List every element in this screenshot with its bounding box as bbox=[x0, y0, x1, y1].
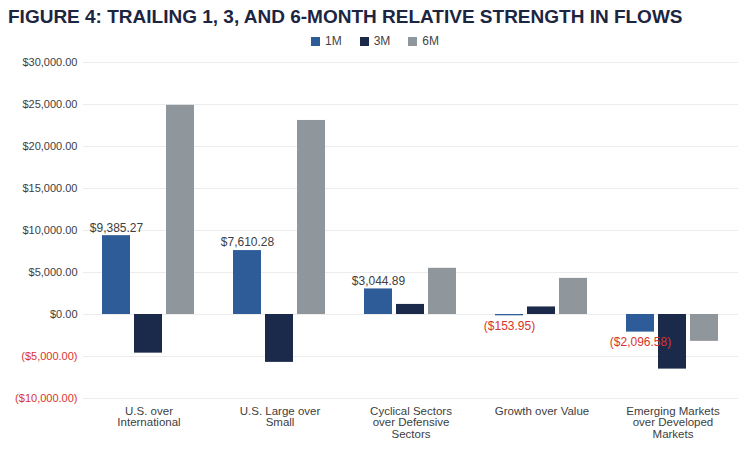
svg-text:$15,000.00: $15,000.00 bbox=[22, 182, 77, 194]
svg-text:$30,000.00: $30,000.00 bbox=[22, 56, 77, 68]
svg-text:($10,000.00): ($10,000.00) bbox=[15, 392, 77, 404]
svg-text:($2,096.58): ($2,096.58) bbox=[610, 335, 671, 349]
svg-text:Cyclical Sectorsover Defensive: Cyclical Sectorsover DefensiveSectors bbox=[370, 405, 452, 440]
html-text:1M: 1M bbox=[325, 34, 342, 48]
svg-text:U.S. Large overSmall: U.S. Large overSmall bbox=[240, 405, 321, 429]
svg-text:U.S. overInternational: U.S. overInternational bbox=[117, 405, 180, 429]
svg-text:Growth over Value: Growth over Value bbox=[495, 405, 589, 417]
svg-text:Emerging Marketsover Developed: Emerging Marketsover DevelopedMarkets bbox=[626, 405, 720, 440]
svg-text:$10,000.00: $10,000.00 bbox=[22, 224, 77, 236]
svg-text:$9,385.27: $9,385.27 bbox=[90, 221, 144, 235]
svg-text:$7,610.28: $7,610.28 bbox=[221, 235, 275, 249]
svg-text:($5,000.00): ($5,000.00) bbox=[21, 350, 77, 362]
svg-text:($153.95): ($153.95) bbox=[484, 319, 535, 333]
html-text:6M: 6M bbox=[422, 34, 439, 48]
html-text:3M: 3M bbox=[373, 34, 391, 48]
svg-text:$0.00: $0.00 bbox=[50, 308, 78, 320]
svg-text:$25,000.00: $25,000.00 bbox=[22, 98, 77, 110]
svg-text:$3,044.89: $3,044.89 bbox=[352, 274, 406, 288]
html-text:FIGURE 4: TRAILING 1, 3, AND 6: FIGURE 4: TRAILING 1, 3, AND 6-MONTH REL… bbox=[8, 6, 683, 27]
svg-text:$20,000.00: $20,000.00 bbox=[22, 140, 77, 152]
svg-text:$5,000.00: $5,000.00 bbox=[29, 266, 78, 278]
